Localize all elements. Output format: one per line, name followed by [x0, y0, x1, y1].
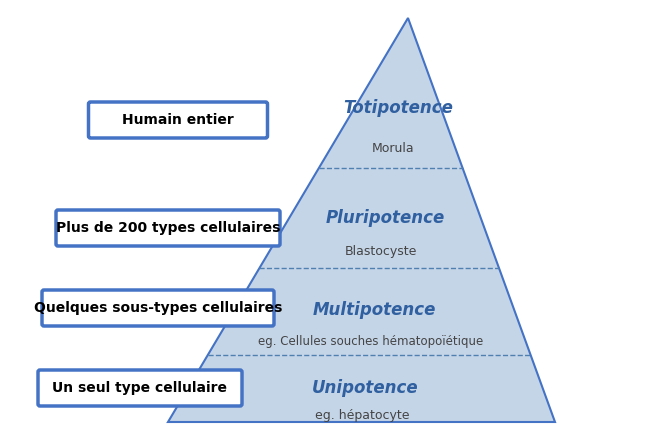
Text: eg. hépatocyte: eg. hépatocyte: [315, 408, 410, 422]
FancyBboxPatch shape: [38, 370, 242, 406]
Text: Humain entier: Humain entier: [122, 113, 234, 127]
Text: Unipotence: Unipotence: [312, 379, 419, 397]
FancyBboxPatch shape: [42, 290, 274, 326]
Text: eg. Cellules souches hématopoïétique: eg. Cellules souches hématopoïétique: [258, 335, 484, 348]
Text: Blastocyste: Blastocyste: [345, 245, 417, 259]
Text: Totipotence: Totipotence: [343, 99, 452, 117]
Text: Multipotence: Multipotence: [313, 301, 436, 319]
FancyBboxPatch shape: [56, 210, 280, 246]
Text: Un seul type cellulaire: Un seul type cellulaire: [53, 381, 228, 395]
Text: Pluripotence: Pluripotence: [325, 209, 445, 227]
Text: Plus de 200 types cellulaires: Plus de 200 types cellulaires: [56, 221, 280, 235]
FancyBboxPatch shape: [88, 102, 267, 138]
Text: Morula: Morula: [372, 141, 414, 155]
Polygon shape: [168, 18, 555, 422]
Text: Quelques sous-types cellulaires: Quelques sous-types cellulaires: [34, 301, 282, 315]
